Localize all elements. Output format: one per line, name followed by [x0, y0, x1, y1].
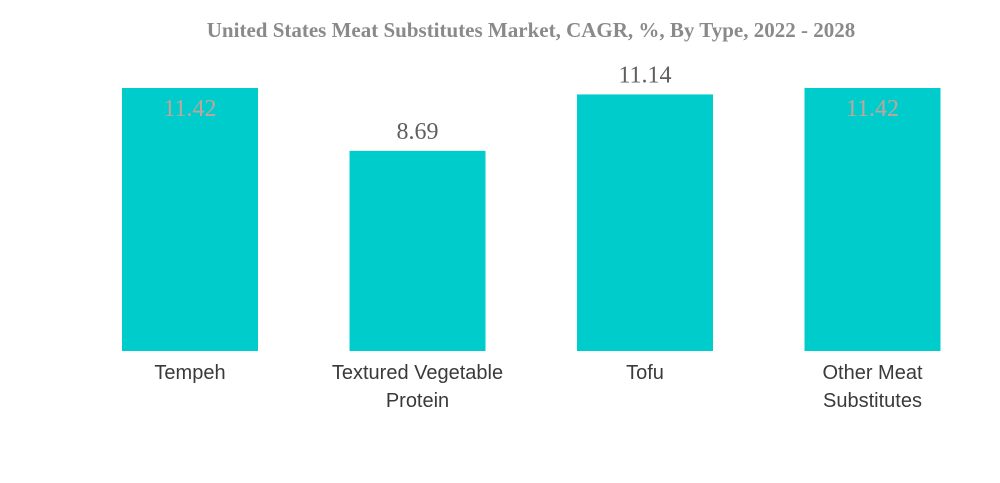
bar-2	[577, 94, 713, 351]
category-label-1-line-0: Textured Vegetable	[332, 362, 503, 384]
category-label-3-line-1: Substitutes	[823, 390, 922, 412]
value-label-3: 11.42	[846, 96, 899, 122]
category-label-1-line-1: Protein	[386, 390, 449, 412]
value-label-0: 11.42	[163, 96, 216, 122]
chart-title: United States Meat Substitutes Market, C…	[207, 18, 855, 42]
category-label-0: Tempeh	[154, 362, 225, 384]
value-labels-group: 11.42 8.69 11.14 11.42	[163, 62, 899, 144]
value-label-2: 11.14	[618, 62, 671, 88]
bars-group	[122, 88, 941, 351]
category-labels-group: Tempeh Textured Vegetable Protein Tofu Other…	[154, 362, 923, 412]
category-label-2: Tofu	[626, 362, 664, 384]
category-label-3-line-0: Other Meat	[822, 362, 922, 384]
bar-3	[804, 88, 941, 351]
bar-0	[122, 88, 258, 351]
value-label-1: 8.69	[397, 119, 439, 145]
bar-1	[349, 150, 486, 351]
